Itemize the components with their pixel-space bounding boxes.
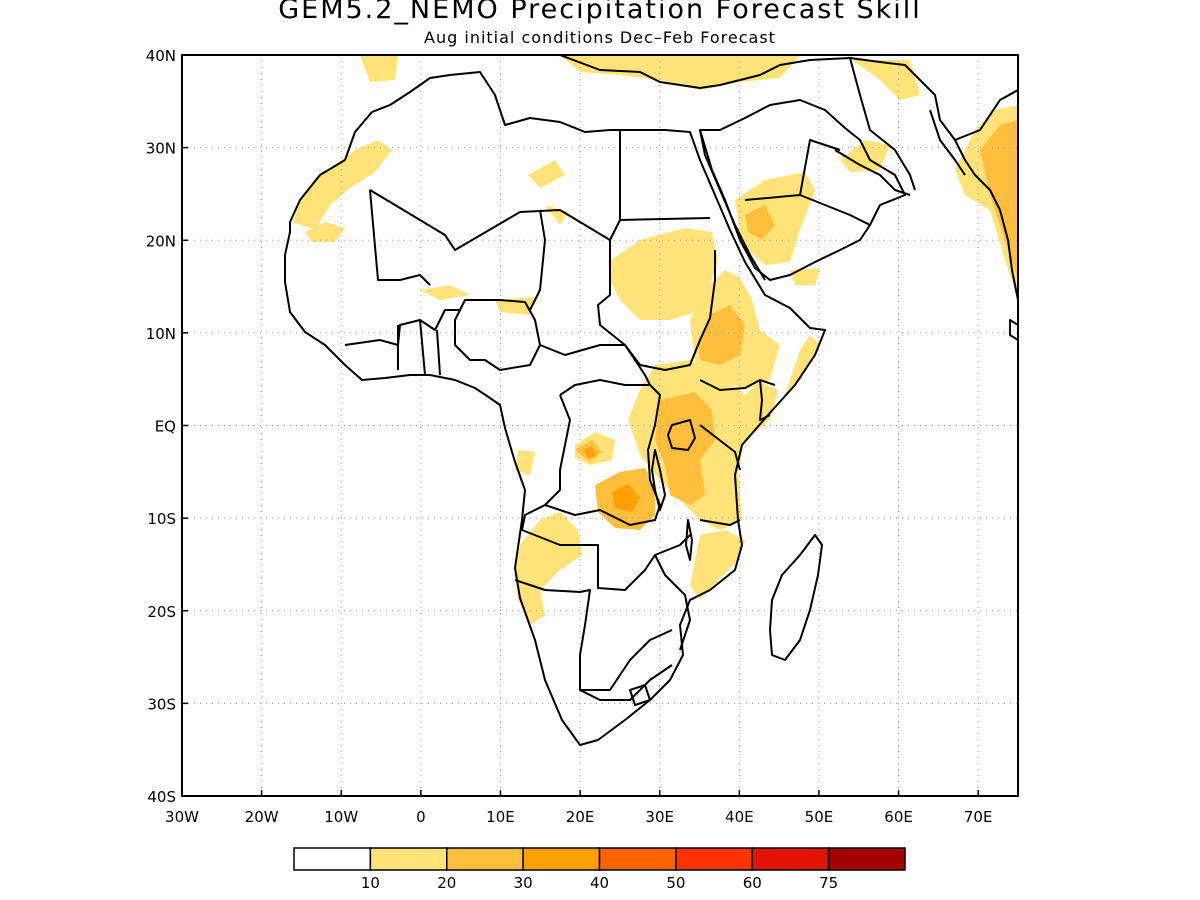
skill-region-sudan [420, 160, 718, 320]
border-congo-drc [544, 384, 661, 526]
colorbar-swatch [751, 847, 830, 871]
border-nigeria [454, 299, 541, 371]
border-kenya-tanzania [699, 424, 741, 471]
lat-tick-label: 10S [147, 510, 176, 528]
skill-region-zambia-core [584, 446, 640, 512]
colorbar-label: 20 [437, 874, 456, 892]
latitude-axis: 40N 30N 20N 10N EQ 10S 20S 30S 40S [146, 47, 188, 806]
skill-region-west-sahara [305, 222, 345, 242]
skill-region-arabia [735, 140, 890, 285]
border-car [539, 344, 651, 396]
persian-gulf-coastline [834, 149, 911, 196]
colorbar: 10 20 30 40 50 60 75 [293, 847, 906, 892]
lake-malawi [685, 519, 693, 561]
border-algeria-south [369, 189, 621, 251]
colorbar-swatch [675, 847, 753, 871]
skill-region-lake-victoria-tanzania [655, 392, 715, 505]
border-angola-zambia [521, 504, 691, 591]
lat-tick-label: 20S [147, 603, 176, 621]
map-title: GEM5.2_NEMO Precipitation Forecast Skill [278, 0, 922, 25]
border-libya-chad [529, 209, 546, 311]
africa-coastline [284, 71, 826, 746]
lake-tanganyika [651, 449, 666, 511]
skill-region-angola [515, 512, 582, 625]
border-south-africa [579, 664, 673, 701]
lon-tick-label: 50E [805, 808, 834, 826]
arabia-coastline [699, 99, 906, 281]
border-namibia-botswana [514, 579, 673, 691]
lon-tick-label: 20E [566, 808, 595, 826]
colorbar-label: 30 [514, 874, 533, 892]
lon-tick-label: 30W [165, 808, 199, 826]
skill-region-zambia [575, 440, 655, 530]
lat-tick-label: 30N [146, 140, 176, 158]
lon-tick-label: 10W [324, 808, 358, 826]
coastlines-and-borders [284, 55, 1018, 746]
colorbar-label: 10 [361, 874, 380, 892]
border-sudan [597, 240, 716, 371]
colorbar-swatch [598, 847, 677, 871]
lon-tick-label: 10E [486, 808, 515, 826]
border-egypt-libya [619, 130, 711, 221]
lat-tick-label: EQ [155, 418, 176, 436]
border-kenya-ethiopia [699, 379, 776, 391]
india-coastline [954, 89, 1018, 141]
border-iran [849, 57, 916, 191]
colorbar-swatch [827, 847, 906, 871]
lat-lon-grid [182, 55, 1018, 796]
border-west-africa [344, 309, 460, 376]
skill-region-mozambique [690, 530, 745, 600]
sri-lanka-outline [1009, 319, 1018, 341]
lon-tick-label: 60E [884, 808, 913, 826]
lesotho-outline [629, 684, 651, 706]
lat-tick-label: 10N [146, 325, 176, 343]
lon-tick-label: 0 [416, 808, 426, 826]
lat-tick-label: 40N [146, 47, 176, 65]
border-somalia [759, 379, 771, 421]
map-frame [181, 54, 1019, 797]
skill-region-arabia-core [745, 205, 775, 240]
colorbar-label: 40 [590, 874, 609, 892]
skill-region-mediterranean-north [360, 55, 920, 100]
colorbar-label: 50 [666, 874, 685, 892]
lat-tick-label: 30S [147, 695, 176, 713]
lon-tick-label: 40E [725, 808, 754, 826]
lat-tick-label: 40S [147, 788, 176, 806]
eurasia-south-coastline [559, 55, 1018, 301]
colorbar-swatch [522, 847, 601, 871]
madagascar-outline [769, 534, 823, 661]
lake-victoria [667, 419, 696, 451]
border-mozambique-zimbabwe [654, 554, 691, 651]
longitude-axis: 30W 20W 10W 0 10E 20E 30E 40E 50E 60E 70E [165, 790, 992, 826]
lon-tick-label: 30E [645, 808, 674, 826]
border-pakistan-india [929, 109, 966, 176]
skill-region-morocco-coast [293, 140, 392, 230]
lon-tick-label: 20W [245, 808, 279, 826]
colorbar-label: 60 [743, 874, 762, 892]
red-sea-east-coast [699, 129, 766, 281]
lon-tick-label: 70E [964, 808, 993, 826]
colorbar-swatch [446, 847, 524, 871]
border-tanzania-mozambique [699, 519, 741, 526]
colorbar-swatch [293, 847, 372, 871]
border-mauritania-mali [369, 189, 431, 286]
skill-shading-layer [293, 55, 1018, 625]
colorbar-swatch [369, 847, 448, 871]
lat-tick-label: 20N [146, 232, 176, 250]
border-arabia-internal [744, 139, 871, 226]
colorbar-label: 75 [819, 874, 838, 892]
map-subtitle: Aug initial conditions Dec–Feb Forecast [424, 28, 776, 47]
